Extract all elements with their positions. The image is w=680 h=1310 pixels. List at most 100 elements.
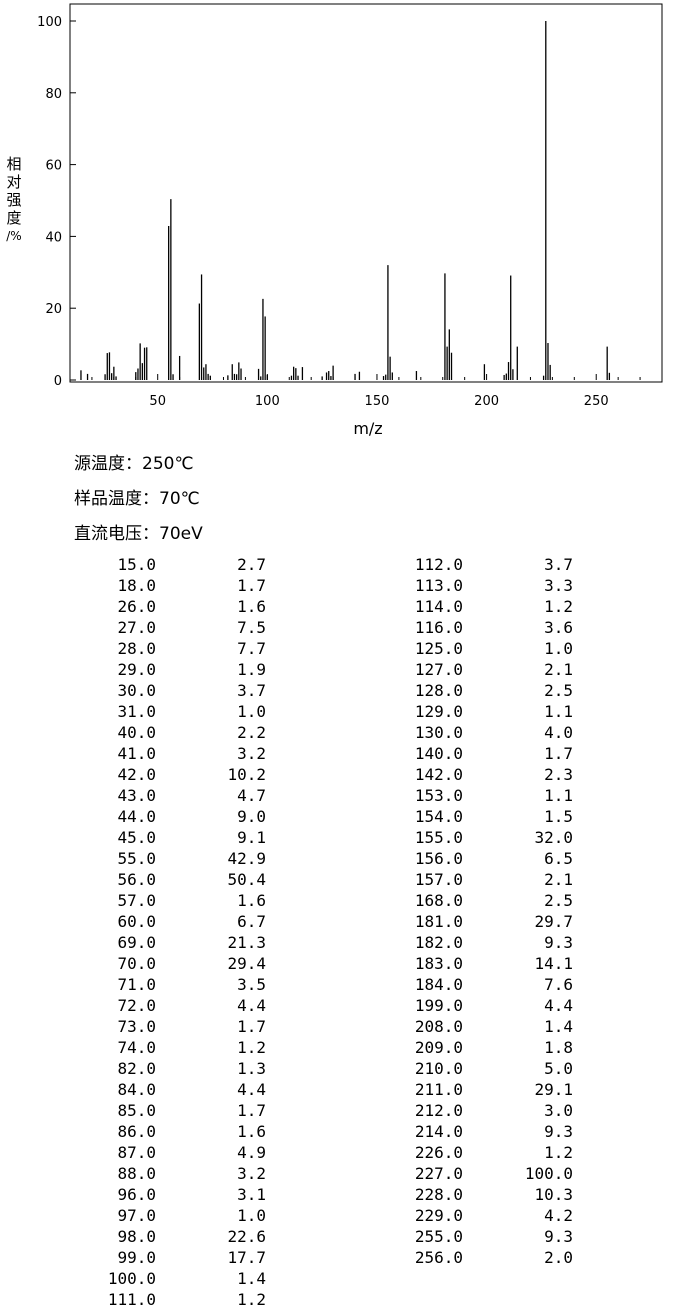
- intensity-value: 2.2: [237, 723, 266, 742]
- y-axis-label-char: 强: [6, 191, 22, 209]
- intensity-value: 42.9: [227, 849, 266, 868]
- intensity-value: 1.6: [237, 1122, 266, 1141]
- peak-table-row: 86.0 1.6: [0, 1121, 340, 1142]
- intensity-value: 6.5: [544, 849, 573, 868]
- mz-value: 127.0: [414, 660, 463, 679]
- x-tick-label: 50: [149, 394, 166, 409]
- mz-value: 156.0: [414, 849, 463, 868]
- mz-value: 70.0: [117, 954, 156, 973]
- mz-value: 99.0: [117, 1248, 156, 1267]
- intensity-value: 1.9: [237, 660, 266, 679]
- peak-table-row: 112.0 3.7: [340, 554, 680, 575]
- peak-table-row: 72.0 4.4: [0, 995, 340, 1016]
- intensity-value: 3.5: [237, 975, 266, 994]
- peak-table-row: 256.0 2.0: [340, 1247, 680, 1268]
- mz-value: 30.0: [117, 681, 156, 700]
- plot-frame: [69, 3, 663, 383]
- intensity-value: 1.7: [237, 576, 266, 595]
- intensity-value: 22.6: [227, 1227, 266, 1246]
- peak-table-row: 71.0 3.5: [0, 974, 340, 995]
- mz-value: 228.0: [414, 1185, 463, 1204]
- mz-value: 256.0: [414, 1248, 463, 1267]
- intensity-value: 32.0: [534, 828, 573, 847]
- peak-table-row: 74.0 1.2: [0, 1037, 340, 1058]
- peak-table-row: 87.0 4.9: [0, 1142, 340, 1163]
- peak-table-row: 98.0 22.6: [0, 1226, 340, 1247]
- intensity-value: 3.2: [237, 1164, 266, 1183]
- intensity-value: 100.0: [524, 1164, 573, 1183]
- y-axis-label-char: 对: [6, 173, 22, 191]
- peak-table-row: 44.0 9.0: [0, 806, 340, 827]
- mz-value: 15.0: [117, 555, 156, 574]
- y-tick-label: 60: [45, 159, 62, 174]
- peak-table-row: 100.0 1.4: [0, 1268, 340, 1289]
- mz-value: 18.0: [117, 576, 156, 595]
- mz-value: 55.0: [117, 849, 156, 868]
- intensity-value: 9.3: [544, 933, 573, 952]
- y-tick-label: 40: [45, 230, 62, 245]
- intensity-value: 7.5: [237, 618, 266, 637]
- intensity-value: 3.1: [237, 1185, 266, 1204]
- mz-value: 73.0: [117, 1017, 156, 1036]
- peak-table-row: 208.0 1.4: [340, 1016, 680, 1037]
- peak-table-row: 229.0 4.2: [340, 1205, 680, 1226]
- intensity-value: 9.3: [544, 1227, 573, 1246]
- intensity-value: 2.0: [544, 1248, 573, 1267]
- mz-value: 142.0: [414, 765, 463, 784]
- mz-value: 153.0: [414, 786, 463, 805]
- peak-table-row: 157.0 2.1: [340, 869, 680, 890]
- intensity-value: 1.1: [544, 786, 573, 805]
- intensity-value: 4.7: [237, 786, 266, 805]
- intensity-value: 1.7: [237, 1101, 266, 1120]
- intensity-value: 10.2: [227, 765, 266, 784]
- peak-table-row: 99.0 17.7: [0, 1247, 340, 1268]
- intensity-value: 17.7: [227, 1248, 266, 1267]
- mz-value: 182.0: [414, 933, 463, 952]
- peak-table-row: 18.0 1.7: [0, 575, 340, 596]
- mz-value: 183.0: [414, 954, 463, 973]
- mz-value: 208.0: [414, 1017, 463, 1036]
- mz-value: 41.0: [117, 744, 156, 763]
- peak-table-row: 227.0 100.0: [340, 1163, 680, 1184]
- peak-table-row: 85.0 1.7: [0, 1100, 340, 1121]
- peak-table-row: 15.0 2.7: [0, 554, 340, 575]
- peak-table-row: 181.0 29.7: [340, 911, 680, 932]
- intensity-value: 4.2: [544, 1206, 573, 1225]
- intensity-value: 3.2: [237, 744, 266, 763]
- mz-value: 210.0: [414, 1059, 463, 1078]
- peak-table-row: 199.0 4.4: [340, 995, 680, 1016]
- intensity-value: 1.7: [544, 744, 573, 763]
- mz-value: 214.0: [414, 1122, 463, 1141]
- mz-value: 184.0: [414, 975, 463, 994]
- intensity-value: 14.1: [534, 954, 573, 973]
- mz-value: 96.0: [117, 1185, 156, 1204]
- intensity-value: 3.0: [544, 1101, 573, 1120]
- peak-table-row: 69.0 21.3: [0, 932, 340, 953]
- peak-table-row: 88.0 3.2: [0, 1163, 340, 1184]
- intensity-value: 3.3: [544, 576, 573, 595]
- intensity-value: 4.0: [544, 723, 573, 742]
- mz-value: 154.0: [414, 807, 463, 826]
- intensity-value: 7.6: [544, 975, 573, 994]
- peak-table-row: 45.0 9.1: [0, 827, 340, 848]
- mz-value: 114.0: [414, 597, 463, 616]
- mz-value: 85.0: [117, 1101, 156, 1120]
- intensity-value: 29.4: [227, 954, 266, 973]
- mz-value: 212.0: [414, 1101, 463, 1120]
- peak-table-row: 43.0 4.7: [0, 785, 340, 806]
- intensity-value: 1.2: [237, 1290, 266, 1309]
- mz-value: 209.0: [414, 1038, 463, 1057]
- intensity-value: 1.0: [544, 639, 573, 658]
- peak-table-row: 116.0 3.6: [340, 617, 680, 638]
- mz-value: 229.0: [414, 1206, 463, 1225]
- intensity-value: 1.8: [544, 1038, 573, 1057]
- intensity-value: 3.7: [237, 681, 266, 700]
- y-axis-label: 相 对 强 度 /%: [4, 155, 24, 245]
- intensity-value: 1.4: [237, 1269, 266, 1288]
- mz-value: 98.0: [117, 1227, 156, 1246]
- peak-table-row: 41.0 3.2: [0, 743, 340, 764]
- peak-table-row: 210.0 5.0: [340, 1058, 680, 1079]
- peak-table-left: 15.0 2.7 18.0 1.7 26.0 1.6 27.0 7.5 28.0 7.7 29.0 1…: [0, 554, 340, 1309]
- x-tick-label: 200: [474, 394, 499, 409]
- peak-table-row: 228.0 10.3: [340, 1184, 680, 1205]
